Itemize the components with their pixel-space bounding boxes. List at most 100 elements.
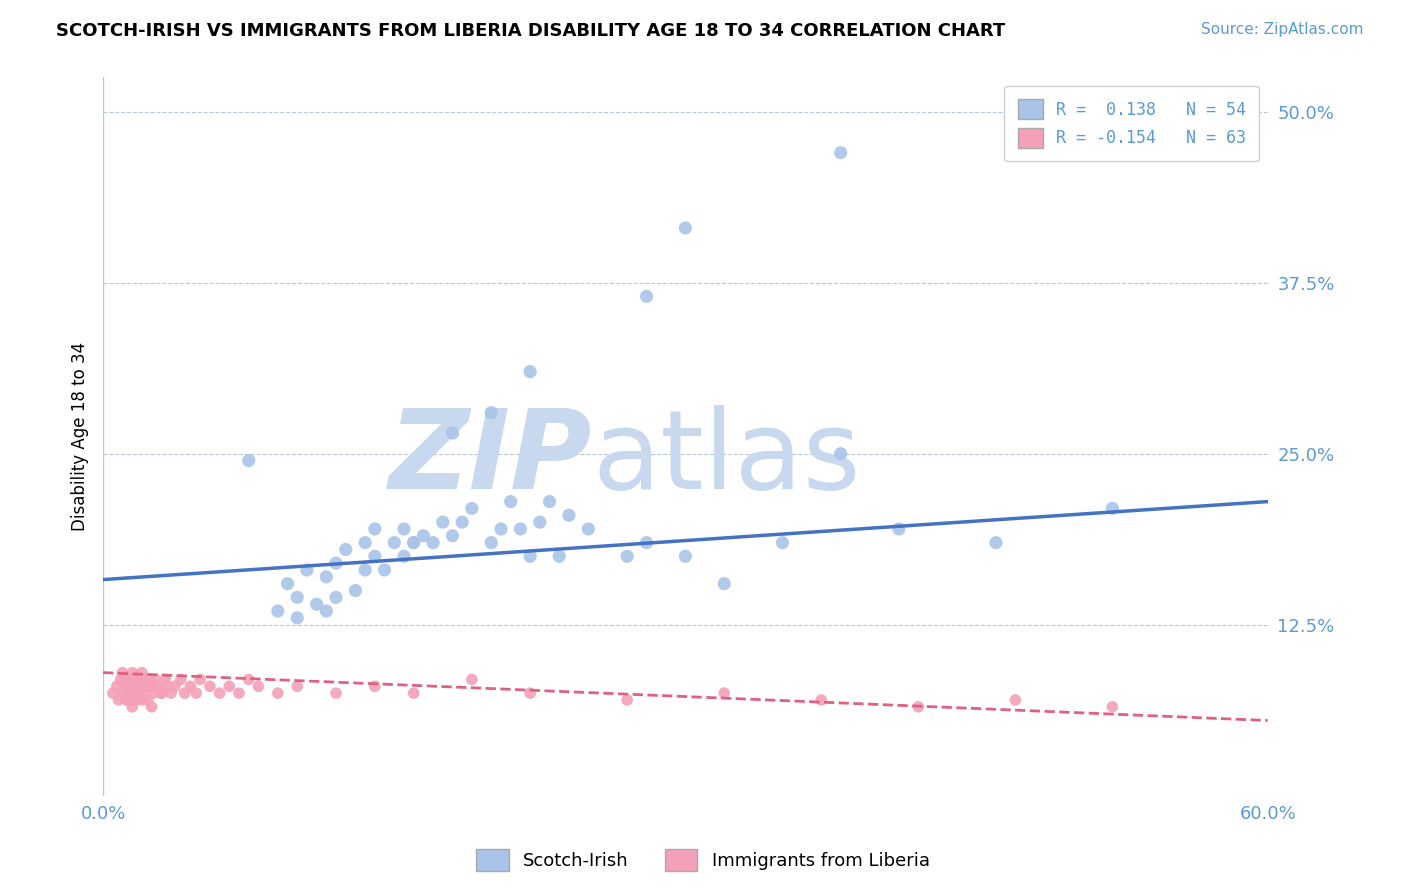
Point — [131, 693, 153, 707]
Point — [267, 686, 290, 700]
Point — [247, 679, 270, 693]
Point — [422, 535, 444, 549]
Point — [499, 494, 522, 508]
Point — [713, 686, 735, 700]
Point — [170, 673, 193, 687]
Point — [101, 686, 124, 700]
Point — [1004, 693, 1026, 707]
Point — [141, 679, 163, 693]
Point — [558, 508, 581, 523]
Point — [830, 447, 852, 461]
Point — [117, 686, 139, 700]
Point — [125, 693, 148, 707]
Point — [354, 563, 377, 577]
Point — [111, 686, 134, 700]
Point — [285, 591, 308, 605]
Point — [713, 576, 735, 591]
Point — [129, 679, 152, 693]
Point — [238, 453, 260, 467]
Point — [576, 522, 599, 536]
Point — [392, 549, 415, 564]
Point — [179, 679, 201, 693]
Point — [131, 665, 153, 680]
Point — [115, 693, 138, 707]
Point — [120, 693, 142, 707]
Point — [156, 679, 179, 693]
Point — [402, 535, 425, 549]
Point — [519, 365, 541, 379]
Point — [616, 693, 638, 707]
Point — [382, 535, 405, 549]
Legend: R =  0.138   N = 54, R = -0.154   N = 63: R = 0.138 N = 54, R = -0.154 N = 63 — [1004, 86, 1260, 161]
Point — [441, 529, 464, 543]
Point — [111, 665, 134, 680]
Point — [519, 549, 541, 564]
Point — [131, 673, 153, 687]
Point — [173, 686, 195, 700]
Point — [142, 686, 165, 700]
Point — [160, 686, 183, 700]
Point — [132, 686, 155, 700]
Point — [141, 699, 163, 714]
Point — [636, 289, 658, 303]
Point — [138, 673, 160, 687]
Point — [364, 679, 387, 693]
Point — [673, 549, 696, 564]
Point — [354, 535, 377, 549]
Point — [344, 583, 367, 598]
Point — [285, 611, 308, 625]
Point — [907, 699, 929, 714]
Point — [810, 693, 832, 707]
Point — [305, 597, 328, 611]
Point — [772, 535, 794, 549]
Point — [122, 686, 145, 700]
Point — [285, 679, 308, 693]
Point — [218, 679, 240, 693]
Point — [295, 563, 318, 577]
Text: SCOTCH-IRISH VS IMMIGRANTS FROM LIBERIA DISABILITY AGE 18 TO 34 CORRELATION CHAR: SCOTCH-IRISH VS IMMIGRANTS FROM LIBERIA … — [56, 22, 1005, 40]
Point — [673, 221, 696, 235]
Point — [110, 673, 132, 687]
Point — [1101, 699, 1123, 714]
Point — [121, 665, 143, 680]
Point — [121, 699, 143, 714]
Point — [122, 679, 145, 693]
Point — [208, 686, 231, 700]
Point — [315, 570, 337, 584]
Point — [479, 535, 502, 549]
Point — [267, 604, 290, 618]
Point — [529, 515, 551, 529]
Point — [830, 145, 852, 160]
Point — [887, 522, 910, 536]
Y-axis label: Disability Age 18 to 34: Disability Age 18 to 34 — [72, 342, 89, 531]
Legend: Scotch-Irish, Immigrants from Liberia: Scotch-Irish, Immigrants from Liberia — [470, 842, 936, 879]
Point — [412, 529, 434, 543]
Point — [616, 549, 638, 564]
Text: Source: ZipAtlas.com: Source: ZipAtlas.com — [1201, 22, 1364, 37]
Point — [509, 522, 531, 536]
Point — [489, 522, 512, 536]
Point — [325, 556, 347, 570]
Point — [519, 686, 541, 700]
Point — [451, 515, 474, 529]
Point — [127, 686, 149, 700]
Point — [105, 679, 128, 693]
Point — [548, 549, 571, 564]
Point — [186, 686, 208, 700]
Point — [117, 679, 139, 693]
Point — [150, 686, 173, 700]
Point — [198, 679, 221, 693]
Point — [325, 686, 347, 700]
Point — [335, 542, 357, 557]
Point — [276, 576, 298, 591]
Point — [155, 673, 177, 687]
Point — [145, 673, 167, 687]
Point — [402, 535, 425, 549]
Point — [150, 686, 173, 700]
Point — [392, 522, 415, 536]
Point — [188, 673, 211, 687]
Text: atlas: atlas — [592, 405, 860, 512]
Point — [461, 501, 484, 516]
Point — [402, 686, 425, 700]
Point — [374, 563, 396, 577]
